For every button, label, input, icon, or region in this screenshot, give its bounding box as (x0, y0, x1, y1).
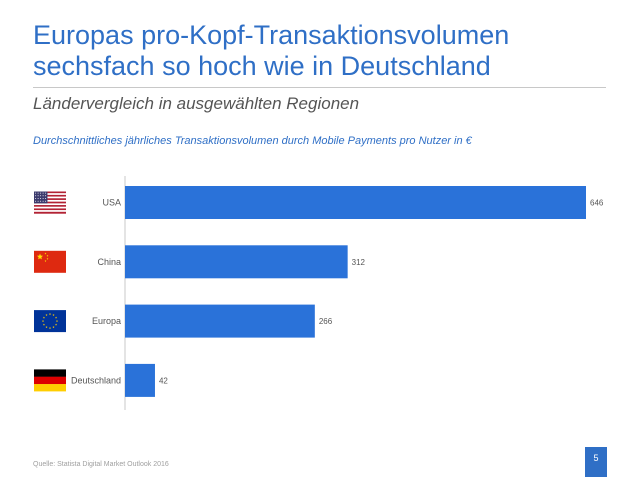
chart-title: Durchschnittliches jährliches Transaktio… (33, 135, 472, 147)
title-line-2: sechsfach so hoch wie in Deutschland (33, 51, 491, 81)
bar-deutschland (125, 363, 155, 397)
data-label: 266 (319, 317, 333, 326)
title-line-1: Europas pro-Kopf-Transaktionsvolumen (33, 20, 510, 50)
bar-europa (125, 304, 315, 338)
source-note: Quelle: Statista Digital Market Outlook … (33, 461, 169, 468)
bar-usa (125, 186, 586, 219)
us-flag-icon (34, 191, 66, 214)
data-label: 646 (590, 199, 604, 208)
data-label: 42 (159, 376, 168, 385)
page-number: 5 (585, 447, 607, 477)
page-title: Europas pro-Kopf-Transaktionsvolumen sec… (33, 20, 613, 82)
category-label: China (97, 257, 121, 267)
category-label: Deutschland (71, 375, 121, 385)
data-label: 312 (352, 258, 366, 267)
eu-flag-icon (34, 310, 66, 333)
bar-china (125, 245, 348, 279)
china-flag-icon (34, 250, 66, 273)
category-label: USA (102, 198, 121, 208)
germany-flag-icon (34, 369, 66, 392)
page-subtitle: Ländervergleich in ausgewählten Regionen (33, 94, 360, 113)
title-divider (33, 87, 606, 88)
category-label: Europa (92, 316, 121, 326)
